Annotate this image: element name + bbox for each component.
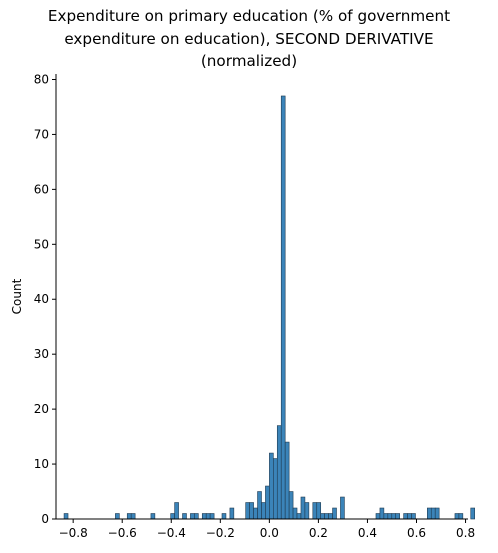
histogram-bar	[257, 491, 262, 520]
x-tick-label: −0.4	[157, 526, 186, 540]
histogram-bar	[300, 496, 306, 520]
y-tick-label: 0	[41, 512, 49, 526]
chart-title-line-3: (normalized)	[200, 52, 298, 70]
histogram-bar	[249, 502, 254, 520]
histogram-bar	[130, 513, 136, 520]
histogram-bar	[458, 513, 464, 520]
histogram-bar	[190, 513, 195, 520]
y-tick-label: 70	[34, 127, 49, 141]
histogram-bar	[174, 502, 179, 520]
histogram-bar	[328, 513, 333, 520]
histogram-bar	[395, 513, 400, 520]
histogram-bar	[170, 513, 175, 520]
histogram-bar	[411, 513, 416, 520]
histogram-bar	[205, 513, 211, 520]
y-tick-label: 40	[34, 292, 49, 306]
histogram-bar	[253, 507, 258, 520]
histogram-bar	[261, 502, 266, 520]
histogram-bar	[63, 513, 69, 520]
y-tick-label: 80	[34, 72, 49, 86]
histogram-bar	[434, 507, 440, 520]
histogram-bar	[312, 502, 318, 520]
histogram-bar	[379, 507, 385, 520]
histogram-bar	[126, 513, 132, 520]
histogram-bar	[407, 513, 412, 520]
y-tick-label: 10	[34, 457, 49, 471]
x-tick-label: 0.2	[309, 526, 328, 540]
y-axis-label: Count	[10, 278, 24, 314]
histogram-bar	[265, 485, 270, 520]
histogram-bar	[296, 513, 302, 520]
histogram-bar	[221, 513, 227, 520]
histogram-bar	[375, 513, 381, 520]
histogram-bar	[387, 513, 393, 520]
histogram-bar	[245, 502, 250, 520]
histogram-bar	[324, 513, 329, 520]
histogram-bar	[229, 507, 235, 520]
histogram-bar	[280, 95, 286, 520]
y-tick-label: 50	[34, 237, 49, 251]
x-tick-label: −0.8	[59, 526, 88, 540]
histogram-bar	[320, 513, 325, 520]
histogram-bar	[209, 513, 215, 520]
histogram-bar	[288, 491, 294, 520]
histogram-bar	[182, 513, 187, 520]
histogram-bar	[454, 513, 460, 520]
histogram-bar	[332, 507, 337, 520]
histogram-bar	[194, 513, 199, 520]
histogram-bar	[304, 502, 310, 520]
histogram-bar	[340, 496, 345, 520]
x-tick-label: 0.6	[407, 526, 426, 540]
y-ticks-group: 0 10 20 30 40 50 60 70 80	[34, 72, 56, 526]
histogram-bar	[273, 458, 278, 520]
histogram-bar	[383, 513, 389, 520]
x-tick-label: 0.4	[358, 526, 377, 540]
histogram-bar	[427, 507, 432, 520]
histogram-bar	[150, 513, 156, 520]
histogram-bar	[276, 425, 282, 520]
histogram-bar	[430, 507, 436, 520]
histogram-bar	[470, 507, 475, 520]
x-tick-label: 0.0	[260, 526, 279, 540]
chart-title-line-1: Expenditure on primary education (% of g…	[47, 7, 451, 25]
histogram-bar	[284, 441, 290, 520]
histogram-bar	[115, 513, 120, 520]
x-tick-label: −0.2	[206, 526, 235, 540]
chart-title-line-2: expenditure on education), SECOND DERIVA…	[64, 30, 434, 48]
histogram-bar	[292, 507, 298, 520]
x-ticks-group: −0.8 −0.6 −0.4 −0.2 0.0 0.2 0.4 0.6 0.8	[59, 519, 475, 540]
y-tick-label: 60	[34, 182, 49, 196]
y-tick-label: 30	[34, 347, 49, 361]
histogram-bar	[403, 513, 408, 520]
histogram-bar	[269, 452, 274, 520]
x-tick-label: 0.8	[456, 526, 475, 540]
histogram-bar	[316, 502, 322, 520]
bars-group	[63, 95, 475, 520]
x-tick-label: −0.6	[108, 526, 137, 540]
histogram-bar	[201, 513, 207, 520]
y-tick-label: 20	[34, 402, 49, 416]
histogram-bar	[391, 513, 397, 520]
